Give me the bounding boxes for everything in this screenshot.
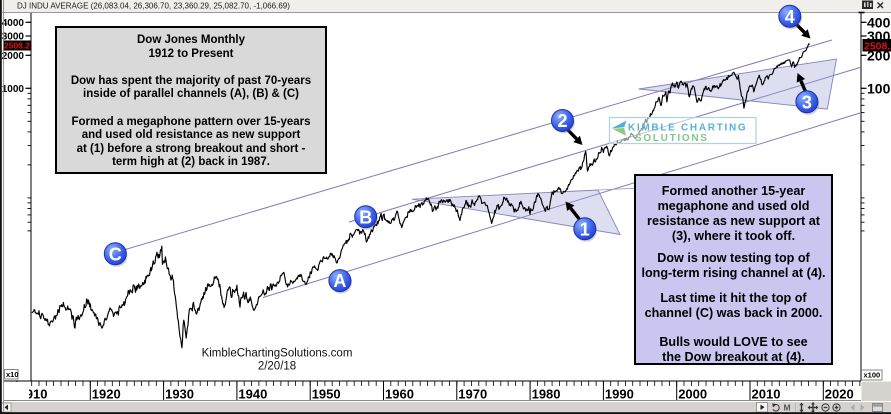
svg-text:2/20/18: 2/20/18 xyxy=(258,361,296,373)
svg-text:100: 100 xyxy=(867,80,891,96)
svg-text:x10: x10 xyxy=(6,370,19,379)
svg-text:x100: x100 xyxy=(864,371,881,380)
svg-text:4: 4 xyxy=(785,7,795,27)
svg-text:1970: 1970 xyxy=(458,386,487,401)
svg-text:2010: 2010 xyxy=(752,386,781,401)
svg-text:2508.2: 2508.2 xyxy=(4,41,30,51)
svg-text:A: A xyxy=(333,271,346,291)
svg-text:SOLUTIONS: SOLUTIONS xyxy=(635,133,709,144)
svg-text:4000: 4000 xyxy=(2,18,25,29)
svg-text:2020: 2020 xyxy=(825,386,854,401)
svg-text:1960: 1960 xyxy=(385,386,414,401)
svg-text:M: M xyxy=(784,403,791,413)
svg-text:KimbleChartingSolutions.com: KimbleChartingSolutions.com xyxy=(202,348,353,360)
svg-text:2: 2 xyxy=(557,111,567,131)
svg-text:1920: 1920 xyxy=(92,386,121,401)
svg-text:C: C xyxy=(109,244,122,264)
svg-text:400: 400 xyxy=(867,14,891,30)
svg-text:2000: 2000 xyxy=(678,386,707,401)
svg-text:DJ INDU AVERAGE (26,083.04, 26: DJ INDU AVERAGE (26,083.04, 26,306.70, 2… xyxy=(17,2,290,11)
svg-text:1940: 1940 xyxy=(238,386,267,401)
svg-text:1980: 1980 xyxy=(532,386,561,401)
svg-text:KIMBLE CHARTING: KIMBLE CHARTING xyxy=(628,123,747,134)
svg-text:3: 3 xyxy=(802,92,812,112)
svg-text:2508.2: 2508.2 xyxy=(864,41,891,53)
svg-text:1950: 1950 xyxy=(312,386,341,401)
svg-text:1: 1 xyxy=(580,219,590,239)
svg-text:1930: 1930 xyxy=(165,386,194,401)
svg-text:3000: 3000 xyxy=(2,32,25,43)
svg-text:1990: 1990 xyxy=(605,386,634,401)
svg-text:B: B xyxy=(359,207,372,227)
svg-text:2000: 2000 xyxy=(2,51,25,62)
svg-text:1000: 1000 xyxy=(2,84,25,95)
